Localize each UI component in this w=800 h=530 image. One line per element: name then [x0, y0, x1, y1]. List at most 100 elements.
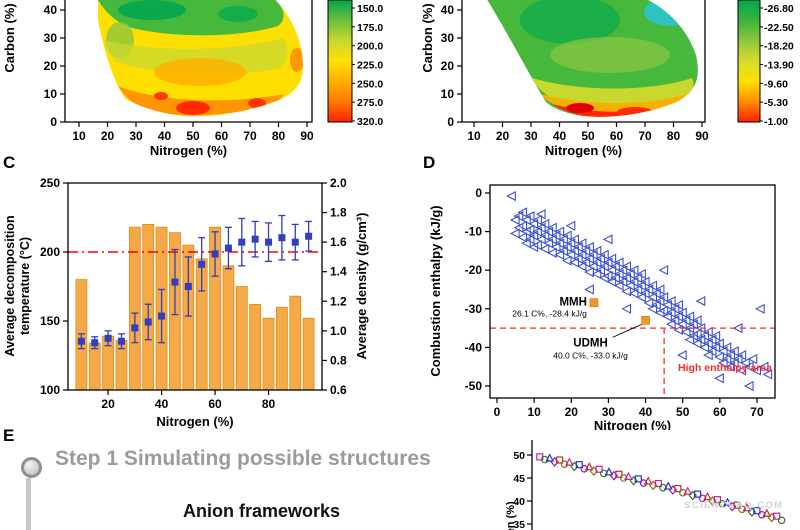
x-axis-label: Nitrogen (%)	[545, 143, 622, 158]
tick-label: 40	[158, 129, 172, 143]
density-marker	[104, 334, 112, 342]
tick-label: 90	[300, 129, 314, 143]
density-marker	[144, 318, 152, 326]
tick-label: 50	[581, 129, 595, 143]
tick-label: 320.0	[357, 116, 383, 128]
tick-label: 40	[553, 129, 567, 143]
colorbar: 150.0 175.0 200.0 225.0 250.0 275.0 320.0	[327, 0, 383, 128]
tick-label: 30	[44, 31, 58, 45]
tick-label: 200	[40, 245, 60, 259]
density-marker	[91, 339, 99, 347]
tick-label: 60	[215, 129, 229, 143]
tick-label: 10	[441, 87, 455, 101]
panel-c-label: C	[3, 153, 16, 172]
tick-label: 45	[513, 473, 525, 485]
timeline-line	[26, 478, 31, 530]
tick-label: 35	[513, 519, 525, 530]
tick-label: 60	[713, 405, 727, 419]
density-marker	[77, 337, 85, 345]
y-axis-label: Combustion enthalpy (kJ/g)	[428, 205, 443, 376]
density-marker	[251, 235, 259, 243]
udmh-marker	[641, 316, 650, 325]
tick-label: 40	[513, 496, 525, 508]
density-marker	[291, 238, 299, 246]
tick-label: 50	[186, 129, 200, 143]
tick-label: 20	[441, 59, 455, 73]
tick-label: -1.00	[764, 116, 788, 128]
colorbar: -26.80 -22.50 -18.20 -13.90 -9.60 -5.30 -1.00	[737, 0, 794, 128]
scatter-points	[536, 453, 786, 525]
tick-label: 50	[676, 405, 690, 419]
tick-label: -26.80	[764, 3, 794, 15]
axes: 100 150 200 250 0.6 0.8 1.0 1.2 1.4 1.6 1.8 2.0 20 40…	[3, 176, 369, 429]
density-marker	[198, 260, 206, 268]
tick-label: 0	[494, 405, 501, 419]
tick-label: 20	[101, 397, 115, 411]
tick-label: 70	[750, 405, 764, 419]
tick-label: 1.2	[330, 294, 347, 308]
density-marker	[158, 312, 166, 320]
tick-label: 30	[602, 405, 616, 419]
tick-label: 100	[40, 383, 60, 397]
tick-label: 10	[72, 129, 86, 143]
tick-label: -5.30	[764, 97, 788, 109]
tick-label: 200.0	[357, 41, 383, 53]
tick-label: 20	[565, 405, 579, 419]
contour-field	[98, 0, 304, 117]
scatter-points	[506, 190, 773, 392]
tick-label: 60	[610, 129, 624, 143]
watermark: SCIENCEAQ.COM	[684, 500, 784, 511]
step-title: Step 1 Simulating possible structures	[55, 447, 431, 470]
tick-label: 40	[155, 397, 169, 411]
panel-d-label: D	[423, 153, 436, 172]
mmh-sublabel: 26.1 C%, -28.4 kJ/g	[512, 309, 587, 319]
left-y-axis-label: Average decomposition	[3, 215, 17, 356]
density-marker	[184, 283, 192, 290]
tick-label: 30	[441, 31, 455, 45]
tick-label: 175.0	[357, 22, 383, 34]
tick-label: 1.4	[330, 265, 347, 279]
bar	[88, 342, 101, 391]
tick-label: 50	[513, 450, 525, 462]
tick-label: 70	[638, 129, 652, 143]
tick-label: 40	[44, 3, 58, 17]
tick-label: 30	[129, 129, 143, 143]
tick-label: 80	[262, 397, 276, 411]
right-y-axis-label: Average density (g/cm³)	[354, 213, 369, 360]
tick-label: 0.6	[330, 383, 347, 397]
y-axis-label: Carbon (%)	[2, 3, 17, 72]
tick-label: 10	[527, 405, 541, 419]
tick-label: 0	[447, 115, 454, 129]
tick-label: 70	[243, 129, 257, 143]
density-markers	[77, 214, 313, 350]
tick-label: 40	[639, 405, 653, 419]
udmh-label: UDMH	[573, 337, 608, 349]
timeline-dot-icon	[21, 457, 42, 478]
tick-label: -20	[465, 263, 483, 277]
bar	[222, 265, 235, 391]
tick-label: -13.90	[764, 60, 794, 72]
y-axis-label: Nitrogen (%)	[505, 501, 517, 530]
scatter-step1-inset: 50 45 40 35Nitrogen (%)	[505, 440, 786, 530]
bars	[75, 224, 315, 391]
bar	[235, 286, 248, 391]
density-marker	[265, 238, 273, 246]
bar	[249, 304, 262, 391]
tick-label: 1.6	[330, 235, 347, 249]
tick-label: 150.0	[357, 3, 383, 15]
mmh-label: MMH	[559, 297, 586, 309]
density-marker	[278, 234, 286, 242]
bar-chart-decomposition-density: 100 150 200 250 0.6 0.8 1.0 1.2 1.4 1.6 1.8 2.0 20 40…	[3, 176, 369, 429]
tick-label: 250	[40, 176, 60, 190]
x-axis-label: Nitrogen (%)	[156, 414, 233, 429]
density-marker	[131, 324, 139, 332]
anion-frameworks-title: Anion frameworks	[183, 501, 341, 521]
tick-label: -22.50	[764, 22, 794, 34]
tick-label: 30	[524, 129, 538, 143]
